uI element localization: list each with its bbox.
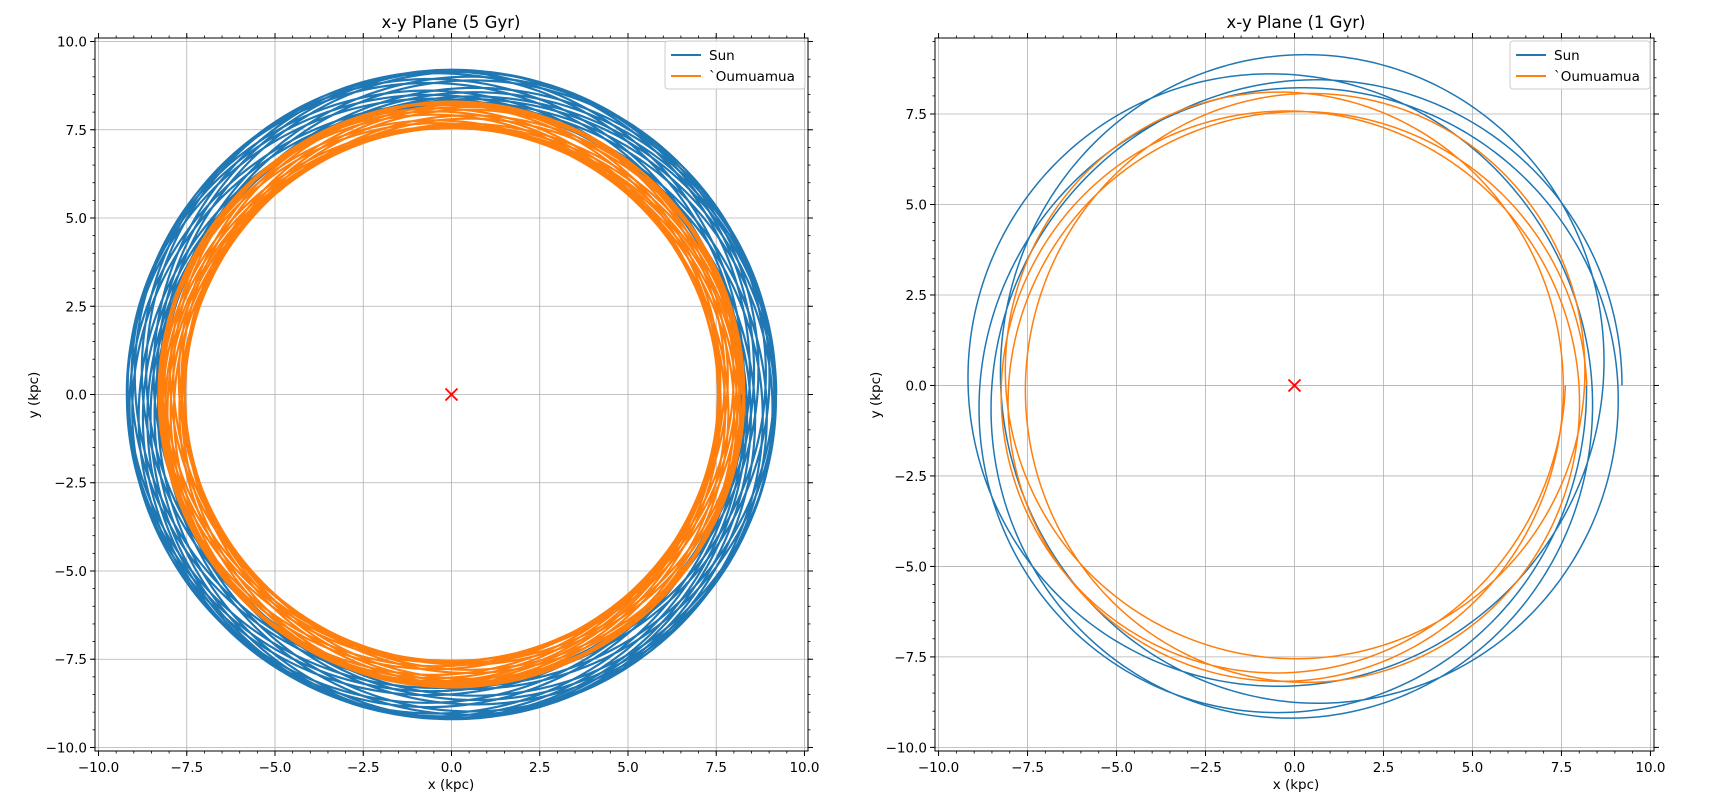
y-tick-label: 2.5 bbox=[906, 288, 927, 304]
y-axis-label: y (kpc) bbox=[26, 372, 42, 419]
x-tick-label: −2.5 bbox=[347, 760, 380, 776]
y-tick-label: 5.0 bbox=[66, 211, 87, 227]
x-tick-label: 7.5 bbox=[705, 760, 726, 776]
y-tick-label: −7.5 bbox=[54, 652, 87, 668]
center-marker bbox=[444, 387, 459, 402]
x-tick-label: 7.5 bbox=[1551, 760, 1572, 776]
x-tick-label: 5.0 bbox=[617, 760, 638, 776]
y-tick-label: 10.0 bbox=[57, 35, 87, 51]
x-tick-label: 5.0 bbox=[1462, 760, 1483, 776]
legend-label-sun: Sun bbox=[1554, 48, 1580, 64]
y-tick-label: 0.0 bbox=[66, 388, 87, 404]
y-tick-label: 7.5 bbox=[906, 107, 927, 123]
y-tick-label: −5.0 bbox=[54, 564, 87, 580]
y-tick-label: 2.5 bbox=[66, 299, 87, 315]
axes-frame bbox=[94, 37, 809, 752]
x-tick-label: −10.0 bbox=[918, 760, 959, 776]
y-axis-label: y (kpc) bbox=[868, 372, 884, 419]
x-tick-label: 2.5 bbox=[529, 760, 550, 776]
panel-5gyr: x-y Plane (5 Gyr) −10.0 −7.5 −5.0 −2.5 0.0 2.… bbox=[26, 13, 820, 793]
x-tick-label: −7.5 bbox=[170, 760, 203, 776]
chart-title: x-y Plane (1 Gyr) bbox=[1227, 13, 1366, 32]
x-tick-label: −5.0 bbox=[259, 760, 292, 776]
chart-title: x-y Plane (5 Gyr) bbox=[382, 13, 521, 32]
x-tick-label: 0.0 bbox=[441, 760, 462, 776]
x-tick-label: −10.0 bbox=[78, 760, 119, 776]
grid bbox=[935, 38, 1654, 751]
plot-area bbox=[125, 68, 778, 721]
legend-label-oumuamua: `Oumuamua bbox=[709, 69, 795, 85]
center-marker bbox=[1287, 378, 1302, 393]
y-tick-label: 0.0 bbox=[906, 378, 927, 394]
y-tick-label: 7.5 bbox=[66, 123, 87, 139]
y-tick-label: −2.5 bbox=[894, 469, 927, 485]
orbit-oumuamua bbox=[1000, 91, 1588, 684]
x-tick-label: −5.0 bbox=[1100, 760, 1133, 776]
x-tick-label: 2.5 bbox=[1373, 760, 1394, 776]
legend: Sun `Oumuamua bbox=[1509, 40, 1651, 90]
y-tick-label: −10.0 bbox=[886, 740, 927, 756]
legend-label-sun: Sun bbox=[709, 48, 735, 64]
x-tick-label: −2.5 bbox=[1189, 760, 1222, 776]
x-tick-label: 10.0 bbox=[789, 760, 819, 776]
legend-label-oumuamua: `Oumuamua bbox=[1554, 69, 1640, 85]
y-tick-label: −2.5 bbox=[54, 476, 87, 492]
orbit-sun bbox=[967, 53, 1623, 719]
x-tick-label: −7.5 bbox=[1011, 760, 1044, 776]
orbit-oumuamua bbox=[157, 100, 746, 689]
axes-frame bbox=[934, 37, 1655, 752]
y-tick-label: −10.0 bbox=[46, 740, 87, 756]
panel-1gyr: x-y Plane (1 Gyr) −10.0 −7.5 −5.0 −2.5 0.0 2.… bbox=[868, 13, 1665, 793]
y-tick-label: 5.0 bbox=[906, 197, 927, 213]
legend: Sun `Oumuamua bbox=[664, 40, 806, 90]
x-axis-label: x (kpc) bbox=[1273, 777, 1320, 793]
plot-area bbox=[967, 53, 1623, 719]
x-tick-label: 10.0 bbox=[1635, 760, 1665, 776]
y-tick-label: −7.5 bbox=[894, 650, 927, 666]
x-axis-label: x (kpc) bbox=[428, 777, 475, 793]
x-tick-label: 0.0 bbox=[1284, 760, 1305, 776]
ticks: −10.0 −7.5 −5.0 −2.5 0.0 2.5 5.0 7.5 10.0 −10.0 −7… bbox=[886, 33, 1665, 776]
y-tick-label: −5.0 bbox=[894, 559, 927, 575]
